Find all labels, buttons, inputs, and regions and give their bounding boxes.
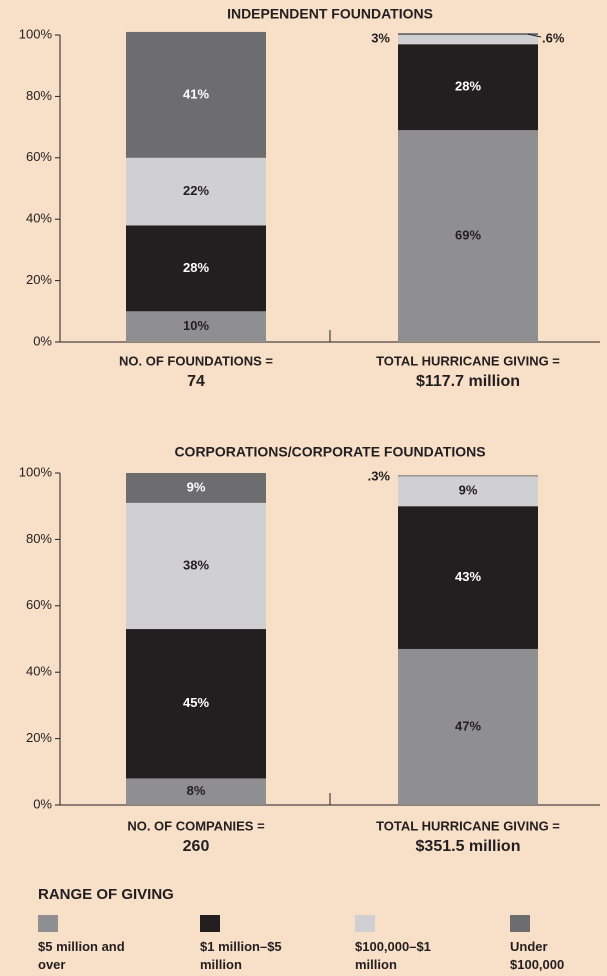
legend-label: $1 million–$5 million	[200, 939, 282, 972]
y-tick-label: 0%	[33, 333, 52, 348]
y-tick-label: 100%	[19, 26, 53, 41]
legend-item: $5 million and over	[38, 915, 128, 974]
data-label: .6%	[542, 30, 565, 45]
bar-segment	[126, 31, 266, 158]
label-leader	[527, 33, 542, 38]
data-label: 41%	[183, 86, 209, 101]
legend-label: Under $100,000	[510, 939, 565, 972]
bar-segment	[398, 648, 538, 805]
chart-title: INDEPENDENT FOUNDATIONS	[227, 6, 433, 22]
y-tick-label: 0%	[33, 796, 52, 811]
bar-segment	[398, 506, 538, 649]
bar-segment	[126, 473, 266, 503]
y-tick-label: 80%	[26, 88, 52, 103]
y-tick-label: 20%	[26, 730, 52, 745]
data-label: 9%	[187, 479, 206, 494]
bar-segment	[126, 311, 266, 342]
chart-title: CORPORATIONS/CORPORATE FOUNDATIONS	[174, 444, 485, 460]
data-label: 47%	[455, 718, 481, 733]
bar-segment	[126, 502, 266, 630]
data-label: 45%	[183, 695, 209, 710]
y-tick-label: 100%	[19, 464, 53, 479]
legend-swatch	[38, 915, 58, 932]
data-label: .3%	[368, 468, 391, 483]
x-category-label: NO. OF FOUNDATIONS =	[119, 353, 273, 368]
legend-swatch	[510, 915, 530, 932]
chart: INDEPENDENT FOUNDATIONS 0% 20% 40% 60% 80% 100…	[19, 6, 600, 855]
legend: RANGE OF GIVING $5 million and over $1 mi…	[38, 886, 607, 976]
y-tick-label: 40%	[26, 664, 52, 679]
legend-item: $100,000–$1 million	[355, 915, 465, 974]
legend-item: $1 million–$5 million	[200, 915, 320, 974]
x-category-total: $351.5 million	[416, 838, 521, 855]
bar-segment	[398, 35, 538, 45]
data-label: 8%	[187, 783, 206, 798]
legend-title: RANGE OF GIVING	[38, 886, 174, 903]
legend-swatch	[200, 915, 220, 932]
y-tick-label: 40%	[26, 211, 52, 226]
y-tick-label: 20%	[26, 272, 52, 287]
data-label: 69%	[455, 228, 481, 243]
x-category-total: 260	[183, 838, 210, 855]
data-label: 38%	[183, 557, 209, 572]
data-label: 9%	[459, 483, 478, 498]
bar-segment	[126, 778, 266, 805]
x-category-label: NO. OF COMPANIES =	[127, 818, 265, 833]
bar-segment	[398, 130, 538, 342]
data-label: 43%	[455, 569, 481, 584]
bar-segment	[126, 629, 266, 779]
bar-segment	[398, 44, 538, 131]
legend-swatch	[355, 915, 375, 932]
data-label: 28%	[455, 79, 481, 94]
x-category-label: TOTAL HURRICANE GIVING =	[376, 818, 560, 833]
bar-segment	[398, 33, 538, 35]
data-label: 28%	[183, 260, 209, 275]
y-tick-label: 60%	[26, 597, 52, 612]
x-category-label: TOTAL HURRICANE GIVING =	[376, 353, 560, 368]
data-label: 3%	[371, 30, 390, 45]
x-category-total: $117.7 million	[416, 373, 520, 390]
data-label: 22%	[183, 183, 209, 198]
bar-segment	[126, 157, 266, 226]
bar-segment	[398, 475, 538, 477]
data-label: 10%	[183, 318, 209, 333]
bar-segment	[126, 225, 266, 312]
legend-item: Under $100,000	[510, 915, 600, 974]
y-tick-label: 60%	[26, 149, 52, 164]
legend-label: $5 million and over	[38, 939, 125, 972]
legend-label: $100,000–$1 million	[355, 939, 431, 972]
x-category-total: 74	[187, 373, 205, 390]
bar-segment	[398, 476, 538, 507]
y-tick-label: 80%	[26, 531, 52, 546]
